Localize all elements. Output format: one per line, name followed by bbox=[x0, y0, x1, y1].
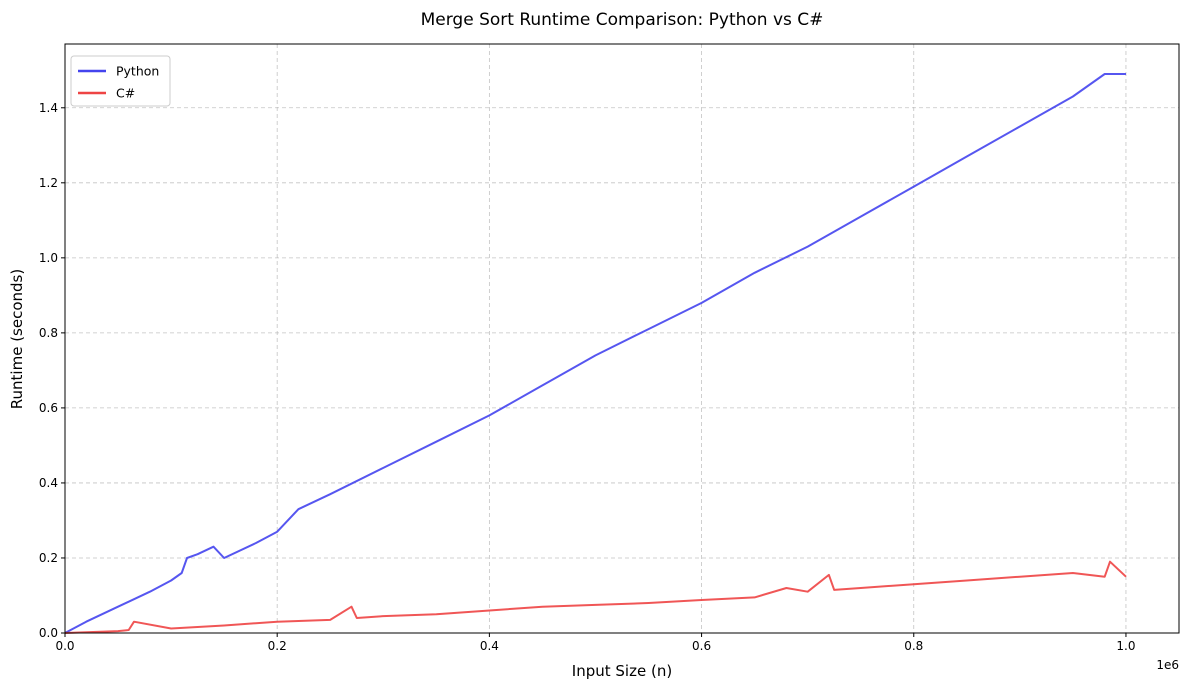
y-tick-label: 0.4 bbox=[39, 476, 58, 490]
y-tick-label: 0.6 bbox=[39, 401, 58, 415]
x-tick-label: 0.8 bbox=[904, 639, 923, 653]
x-axis-label: Input Size (n) bbox=[572, 662, 672, 680]
y-tick-label: 1.2 bbox=[39, 176, 58, 190]
legend-label-python: Python bbox=[116, 64, 159, 79]
plot-frame bbox=[64, 43, 1180, 634]
legend: Python C# bbox=[70, 55, 171, 107]
x-axis-ticks: 0.0 0.2 0.4 0.6 0.8 1.0 bbox=[55, 633, 1135, 653]
x-tick-label: 0.6 bbox=[692, 639, 711, 653]
y-axis-ticks: 0.0 0.2 0.4 0.6 0.8 1.0 1.2 1.4 bbox=[39, 101, 65, 640]
legend-label-csharp: C# bbox=[116, 86, 135, 101]
series-lines bbox=[64, 73, 1127, 634]
series-line-csharp bbox=[64, 560, 1127, 634]
y-tick-label: 0.0 bbox=[39, 626, 58, 640]
x-axis-offset-label: 1e6 bbox=[1156, 658, 1179, 672]
y-tick-label: 0.2 bbox=[39, 551, 58, 565]
y-tick-label: 0.8 bbox=[39, 326, 58, 340]
x-tick-label: 0.0 bbox=[55, 639, 74, 653]
x-tick-label: 1.0 bbox=[1116, 639, 1135, 653]
x-tick-label: 0.4 bbox=[480, 639, 499, 653]
x-tick-label: 0.2 bbox=[268, 639, 287, 653]
series-line-python bbox=[64, 73, 1126, 634]
chart-title: Merge Sort Runtime Comparison: Python vs… bbox=[421, 10, 824, 30]
y-tick-label: 1.0 bbox=[39, 251, 58, 265]
y-tick-label: 1.4 bbox=[39, 101, 58, 115]
y-axis-label: Runtime (seconds) bbox=[8, 269, 26, 409]
